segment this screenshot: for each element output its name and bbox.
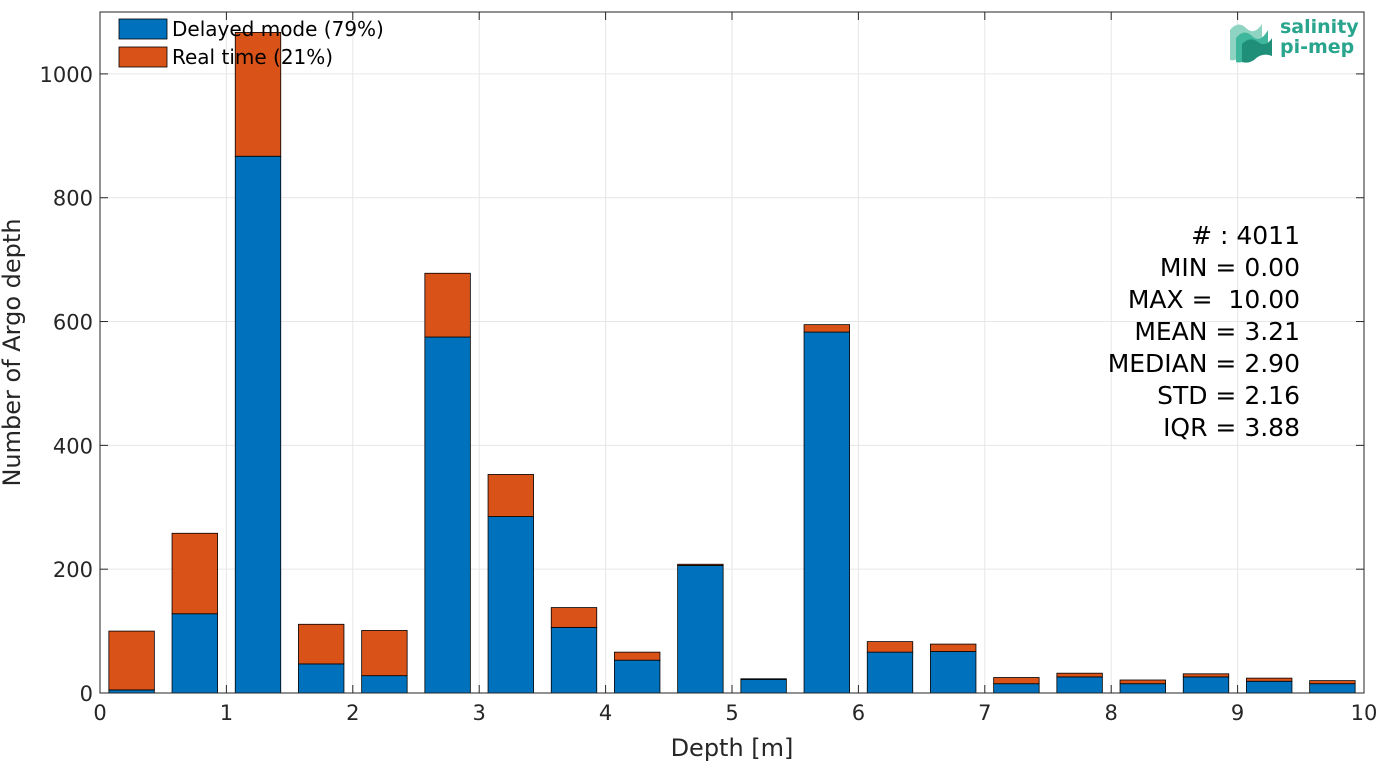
logo-line-1: salinity xyxy=(1280,16,1359,38)
bar-realtime xyxy=(993,677,1040,685)
bar-realtime xyxy=(171,532,218,615)
bar-realtime xyxy=(298,623,345,665)
bar-delayed xyxy=(866,651,914,694)
bar-realtime xyxy=(550,607,598,628)
logo-line-2: pi-mep xyxy=(1280,36,1354,58)
salinity-pimep-logo: salinity pi-mep xyxy=(1230,16,1359,63)
bar-delayed xyxy=(171,613,218,694)
stats-line: # : 4011 xyxy=(1191,221,1300,250)
bar-realtime xyxy=(361,630,408,677)
y-tick-label: 0 xyxy=(80,682,93,706)
bar-delayed xyxy=(1309,683,1356,694)
y-tick-label: 800 xyxy=(53,187,93,211)
bar-realtime xyxy=(1119,679,1166,685)
bar-delayed xyxy=(361,675,408,694)
bar-delayed xyxy=(487,516,534,694)
bar-delayed xyxy=(1246,680,1293,694)
bar-realtime xyxy=(930,643,977,652)
legend-label: Delayed mode (79%) xyxy=(172,17,384,41)
bar-delayed xyxy=(298,663,345,694)
bar-realtime xyxy=(803,324,850,333)
x-tick-label: 6 xyxy=(852,701,865,725)
stats-line: IQR = 3.88 xyxy=(1163,413,1300,442)
bar-delayed xyxy=(234,155,282,694)
bars xyxy=(108,32,1356,694)
bar-delayed xyxy=(614,659,661,694)
bar-delayed xyxy=(424,336,471,694)
legend-swatch xyxy=(118,18,168,40)
bar-delayed xyxy=(993,683,1040,694)
bar-realtime xyxy=(866,641,914,653)
bar-delayed xyxy=(1182,676,1230,694)
bar-delayed xyxy=(803,331,850,694)
y-axis-label: Number of Argo depth xyxy=(0,218,26,486)
stats-line: STD = 2.16 xyxy=(1157,381,1300,410)
bar-realtime xyxy=(234,32,282,157)
x-tick-label: 8 xyxy=(1105,701,1118,725)
x-tick-label: 1 xyxy=(220,701,233,725)
bar-realtime xyxy=(1246,677,1293,682)
bar-realtime xyxy=(1056,672,1103,678)
bar-realtime xyxy=(1309,680,1356,685)
bar-delayed xyxy=(550,626,598,694)
x-tick-label: 5 xyxy=(725,701,738,725)
x-tick-label: 10 xyxy=(1351,701,1378,725)
legend-label: Real time (21%) xyxy=(172,45,333,69)
bar-delayed xyxy=(740,678,787,694)
bar-delayed xyxy=(677,565,724,694)
stats-annotation: # : 4011 MIN = 0.00 MAX = 10.00 MEAN = 3.21… xyxy=(1108,221,1300,442)
y-tick-label: 200 xyxy=(53,558,93,582)
x-axis-label: Depth [m] xyxy=(671,734,794,762)
legend-swatch xyxy=(118,46,168,68)
bar-realtime xyxy=(424,272,471,338)
bar-delayed xyxy=(1056,676,1103,694)
x-tick-label: 2 xyxy=(346,701,359,725)
y-tick-label: 600 xyxy=(53,311,93,335)
ticks: 0 1 2 3 4 5 6 7 8 9 10 0 200 400 600 800 1000 xyxy=(40,12,1378,725)
stats-line: MEDIAN = 2.90 xyxy=(1108,349,1300,378)
legend: Delayed mode (79%) Real time (21%) xyxy=(118,17,384,69)
bar-realtime xyxy=(108,630,155,691)
stats-line: MEAN = 3.21 xyxy=(1134,317,1300,346)
bar-realtime xyxy=(677,563,724,566)
stats-line: MIN = 0.00 xyxy=(1160,253,1300,282)
y-tick-label: 1000 xyxy=(40,63,93,87)
bar-realtime xyxy=(487,474,534,517)
bar-realtime xyxy=(740,678,787,680)
x-tick-label: 7 xyxy=(978,701,991,725)
x-tick-label: 3 xyxy=(473,701,486,725)
x-tick-label: 4 xyxy=(599,701,612,725)
bar-delayed xyxy=(930,651,977,694)
x-tick-label: 9 xyxy=(1231,701,1244,725)
x-tick-label: 0 xyxy=(93,701,106,725)
bar-realtime xyxy=(614,651,661,661)
y-tick-label: 400 xyxy=(53,434,93,458)
stats-line: MAX = 10.00 xyxy=(1128,285,1300,314)
waves-icon xyxy=(1230,24,1272,63)
bar-delayed xyxy=(1119,683,1166,694)
bar-realtime xyxy=(1182,673,1230,678)
